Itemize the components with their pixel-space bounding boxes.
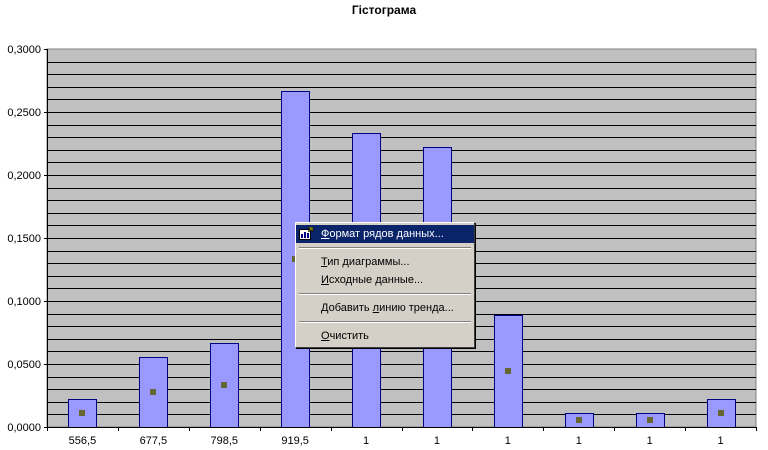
data-marker[interactable] (718, 410, 724, 416)
menu-item-chart-type[interactable]: Тип диаграммы... (296, 253, 474, 271)
x-tick-label: 677,5 (140, 435, 168, 447)
x-tick-label: 1 (434, 435, 440, 447)
y-tick-label: 0,2500 (7, 107, 41, 119)
data-marker[interactable] (221, 382, 227, 388)
y-tick-label: 0,1500 (7, 233, 41, 245)
x-tick-label: 1 (717, 435, 723, 447)
menu-separator (299, 321, 471, 323)
menu-item-label: Исходные данные... (321, 274, 424, 286)
y-axis-ticks: 0,0000 0,0500 0,1000 0,1500 0,2000 0,2500 0,30… (7, 44, 47, 434)
x-tick-label: 919,5 (281, 435, 309, 447)
x-tick-label: 1 (647, 435, 653, 447)
menu-item-label: Тип диаграммы... (321, 256, 410, 268)
y-tick-label: 0,1000 (7, 296, 41, 308)
x-tick-label: 1 (576, 435, 582, 447)
x-tick-label: 798,5 (210, 435, 238, 447)
y-tick-label: 0,0000 (7, 422, 41, 434)
data-marker[interactable] (505, 368, 511, 374)
menu-separator (299, 293, 471, 295)
menu-item-label: Добавить линию тренда... (321, 302, 454, 314)
y-tick-label: 0,3000 (7, 44, 41, 56)
menu-item-label: Очистить (321, 330, 369, 342)
menu-item-clear[interactable]: Очистить (296, 327, 474, 345)
axis-lines (47, 49, 756, 428)
context-menu: Формат рядов данных... Тип диаграммы... … (295, 222, 475, 348)
data-marker[interactable] (576, 417, 582, 423)
chart-title: Гістограма (351, 3, 417, 17)
menu-item-add-trendline[interactable]: Добавить линию тренда... (296, 299, 474, 317)
x-axis-ticks: 556,5 677,5 798,5 919,5 1 1 1 1 1 1 (47, 49, 757, 447)
format-data-series-icon (299, 226, 314, 240)
x-tick-label: 556,5 (69, 435, 97, 447)
y-tick-label: 0,2000 (7, 170, 41, 182)
menu-separator (299, 247, 471, 249)
menu-item-source-data[interactable]: Исходные данные... (296, 271, 474, 289)
data-marker[interactable] (79, 410, 85, 416)
y-tick-label: 0,0500 (7, 359, 41, 371)
data-marker[interactable] (647, 417, 653, 423)
x-tick-label: 1 (363, 435, 369, 447)
menu-item-label: Формат рядов данных... (321, 228, 444, 240)
histogram-bar[interactable] (494, 315, 523, 428)
menu-item-format-data-series[interactable]: Формат рядов данных... (296, 225, 474, 243)
data-marker[interactable] (150, 389, 156, 395)
x-tick-label: 1 (505, 435, 511, 447)
